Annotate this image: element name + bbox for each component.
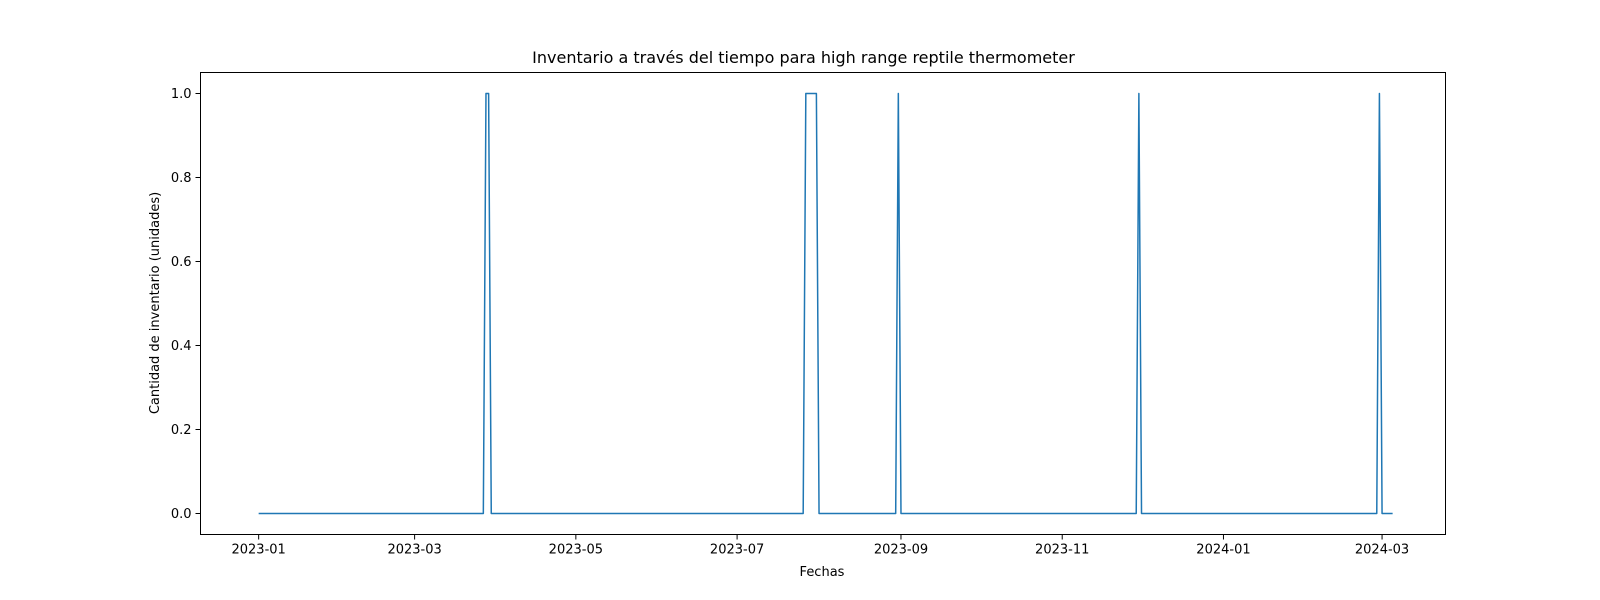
x-tick-label: 2024-03 — [1355, 543, 1409, 558]
x-axis: 2023-01 2023-03 2023-05 2023-07 2023-09 2023-… — [231, 534, 1409, 558]
x-tick-label: 2023-05 — [549, 543, 603, 558]
plot-frame — [200, 72, 1446, 535]
y-axis-title: Cantidad de inventario (unidades) — [148, 192, 163, 414]
y-axis: 0.0 0.2 0.4 0.6 0.8 1.0 — [171, 87, 201, 522]
x-tick-label: 2023-07 — [710, 543, 764, 558]
x-tick-label: 2023-03 — [387, 543, 441, 558]
x-tick-label: 2023-09 — [874, 543, 928, 558]
y-tick-label: 0.4 — [171, 339, 192, 354]
y-tick-label: 1.0 — [171, 87, 192, 102]
x-tick-label: 2023-01 — [231, 543, 285, 558]
x-tick-label: 2024-01 — [1196, 543, 1250, 558]
plot-area — [258, 92, 1393, 515]
chart-title: Inventario a través del tiempo para high… — [532, 48, 1075, 67]
y-tick-label: 0.6 — [171, 255, 192, 270]
y-tick-label: 0.2 — [171, 423, 192, 438]
x-axis-title: Fechas — [800, 565, 845, 580]
x-tick-label: 2023-11 — [1035, 543, 1089, 558]
series-line — [258, 92, 1393, 515]
y-tick-label: 0.8 — [171, 171, 192, 186]
y-tick-label: 0.0 — [171, 507, 192, 522]
